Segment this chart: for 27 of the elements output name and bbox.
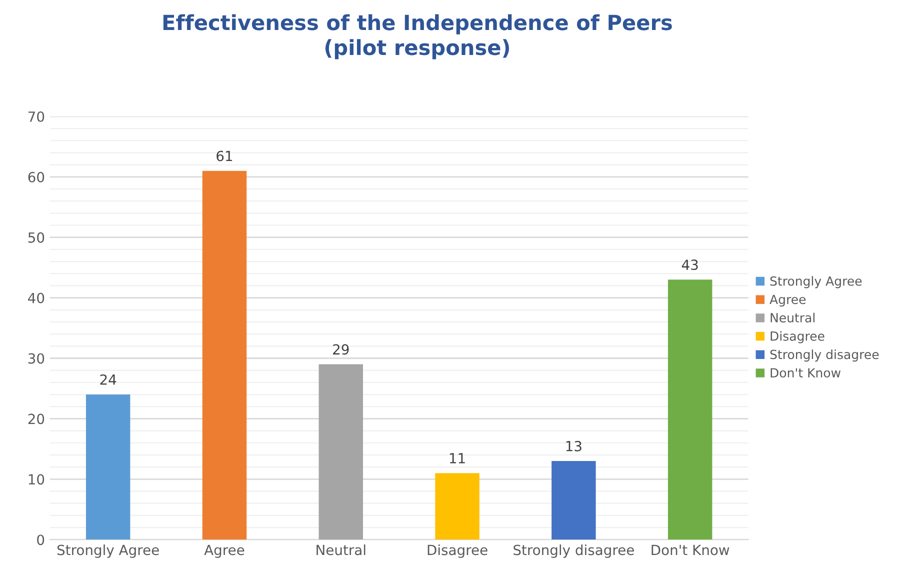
data-label: 43 — [682, 260, 698, 270]
y-tick-label: 50 — [28, 232, 44, 243]
data-label: 13 — [566, 440, 582, 452]
data-label: 61 — [216, 150, 232, 162]
x-tick-label: Agree — [204, 544, 244, 558]
y-tick-label: 10 — [28, 474, 44, 485]
legend-label: Neutral — [770, 312, 814, 322]
data-label: 24 — [100, 374, 116, 385]
x-tick-label: Strongly Agree — [57, 544, 159, 558]
y-tick-label: 0 — [37, 534, 44, 546]
legend-label: Strongly Agree — [770, 276, 862, 288]
y-tick-label: 70 — [28, 111, 44, 122]
legend-label: Disagree — [770, 331, 824, 344]
x-tick-label: Don't Know — [652, 544, 730, 556]
legend-label: Agree — [770, 294, 806, 307]
y-tick-label: 20 — [28, 414, 44, 424]
x-tick-label: Strongly disagree — [514, 544, 634, 558]
legend-label: Don't Know — [770, 368, 840, 378]
x-tick-label: Disagree — [428, 544, 488, 558]
data-label: 29 — [333, 344, 349, 355]
x-tick-label: Neutral — [316, 544, 366, 556]
legend-label: Strongly disagree — [770, 349, 879, 362]
y-tick-label: 60 — [28, 172, 44, 182]
data-label: 11 — [450, 453, 465, 464]
y-tick-label: 40 — [28, 292, 44, 304]
y-tick-label: 30 — [28, 353, 44, 364]
chart-title: Effectiveness of the Independence of Peers (pilot response) — [163, 14, 672, 60]
